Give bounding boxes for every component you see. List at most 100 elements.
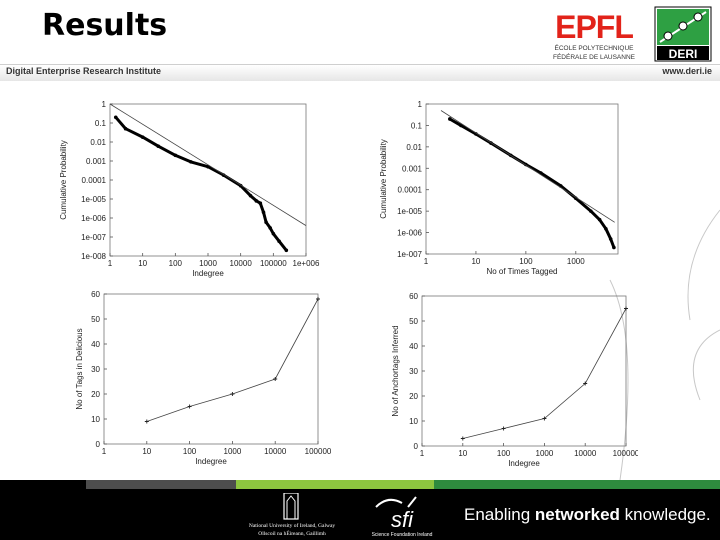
data-point <box>273 377 278 381</box>
y-tick-label: 1e-005 <box>81 195 106 204</box>
data-point <box>173 153 178 158</box>
data-point <box>608 237 613 241</box>
x-tick-label: 1 <box>420 449 425 458</box>
data-point <box>189 160 193 164</box>
x-tick-label: 100000 <box>260 259 287 268</box>
chart-anchortags-inferred: 1 10 100 1000 10000 100000 0 10 20 30 40 50 60 Indegr… <box>391 292 638 468</box>
y-tick-label: 40 <box>91 340 100 349</box>
y-tick-label: 0 <box>96 440 101 449</box>
y-tick-label: 1e-007 <box>397 250 422 259</box>
y-tick-label: 30 <box>409 367 418 376</box>
y-tick-label: 0.0001 <box>82 176 107 185</box>
y-tick-label: 10 <box>91 415 100 424</box>
epfl-subtitle-1: ÉCOLE POLYTECHNIQUE <box>555 43 635 52</box>
sfi-mark: sfi <box>391 507 414 532</box>
tagline: Enabling networked knowledge. <box>464 505 711 525</box>
x-tick-label: 10 <box>458 449 467 458</box>
sfi-subtitle: Science Foundation Ireland <box>372 532 433 538</box>
data-point <box>316 297 320 301</box>
data-point <box>583 381 588 386</box>
data-point <box>542 416 547 421</box>
x-axis-label: No of Times Tagged <box>486 267 557 276</box>
header-band <box>0 64 720 81</box>
y-tick-label: 0.1 <box>95 119 107 128</box>
site-url: www.deri.ie <box>662 66 712 76</box>
data-point <box>230 392 235 396</box>
chart-times-tagged-cumulative: 1 10 100 1000 1 0.1 0.01 0.001 0.0001 1e-005 1e-00… <box>379 100 619 276</box>
data-point <box>258 201 263 206</box>
x-tick-label: 1 <box>108 259 113 268</box>
x-tick-label: 10000 <box>230 259 253 268</box>
data-point <box>268 226 272 230</box>
x-tick-label: 10000 <box>574 449 597 458</box>
data-point <box>459 123 463 128</box>
sfi-logo: sfi Science Foundation Ireland <box>372 496 433 538</box>
data-point <box>574 196 578 201</box>
data-point <box>261 210 266 215</box>
epfl-logo: EPFL ÉCOLE POLYTECHNIQUE FÉDÉRALE DE LAU… <box>545 9 643 61</box>
org-name: Digital Enterprise Research Institute <box>6 66 162 76</box>
data-curve <box>449 117 616 249</box>
nuig-logo: National University of Ireland, Galway O… <box>249 493 336 537</box>
series-line <box>146 298 319 422</box>
y-tick-label: 1e-006 <box>397 229 422 238</box>
y-tick-label: 1e-005 <box>397 207 422 216</box>
data-point <box>271 231 276 236</box>
chart-indegree-cumulative: 1 10 100 1000 10000 100000 1e+006 1 0.1 0.01 0.001… <box>59 100 320 278</box>
epfl-subtitle-2: FÉDÉRALE DE LAUSANNE <box>553 52 636 61</box>
nuig-name: National University of Ireland, Galway <box>249 522 336 529</box>
x-axis-label: Indegree <box>195 457 227 466</box>
y-tick-label: 50 <box>91 315 100 324</box>
epfl-mark: EPFL <box>555 9 633 45</box>
data-point <box>144 419 149 424</box>
data-point <box>448 117 452 121</box>
x-tick-label: 100 <box>183 447 197 456</box>
y-tick-label: 1e-006 <box>81 214 106 223</box>
data-point <box>254 199 259 203</box>
data-point <box>284 248 289 253</box>
x-tick-label: 10 <box>142 447 151 456</box>
plot-frame <box>103 293 319 445</box>
y-tick-label: 0.0001 <box>398 186 423 195</box>
x-tick-label: 100 <box>519 257 533 266</box>
y-tick-label: 0.01 <box>90 138 106 147</box>
y-tick-label: 20 <box>91 390 100 399</box>
y-tick-label: 60 <box>91 290 100 299</box>
y-tick-label: 20 <box>409 392 418 401</box>
x-tick-label: 10 <box>138 259 147 268</box>
y-tick-label: 1e-007 <box>81 233 106 242</box>
y-tick-label: 1 <box>418 100 423 109</box>
data-point <box>264 220 268 225</box>
y-tick-label: 50 <box>409 317 418 326</box>
x-tick-label: 1e+006 <box>293 259 320 268</box>
x-tick-label: 1 <box>102 447 107 456</box>
tagline-part-2: networked <box>534 505 620 524</box>
data-point <box>123 126 128 131</box>
x-tick-label: 1000 <box>536 449 554 458</box>
x-axis-label: Indegree <box>192 269 224 278</box>
x-tick-label: 10 <box>471 257 480 266</box>
y-tick-label: 10 <box>409 417 418 426</box>
x-tick-label: 100000 <box>305 447 332 456</box>
x-tick-label: 1000 <box>567 257 585 266</box>
fit-line <box>109 103 307 226</box>
data-point <box>624 306 628 311</box>
y-tick-label: 0.001 <box>86 157 107 166</box>
data-point <box>589 209 593 213</box>
x-tick-label: 1000 <box>224 447 242 456</box>
data-point <box>597 217 602 222</box>
x-axis-label: Indegree <box>508 459 540 468</box>
tagline-part-1: Enabling <box>464 505 535 524</box>
y-tick-label: 0.1 <box>411 121 423 130</box>
x-tick-label: 1 <box>424 257 429 266</box>
data-point <box>187 404 192 409</box>
y-tick-label: 0.001 <box>402 164 423 173</box>
y-tick-label: 40 <box>409 342 418 351</box>
x-tick-label: 100 <box>497 449 511 458</box>
data-point <box>501 426 506 431</box>
deri-mark: DERI <box>669 47 698 61</box>
y-tick-label: 0.01 <box>406 143 422 152</box>
data-point <box>474 132 478 136</box>
x-tick-label: 100 <box>169 259 183 268</box>
y-tick-label: 1e-008 <box>81 252 106 261</box>
